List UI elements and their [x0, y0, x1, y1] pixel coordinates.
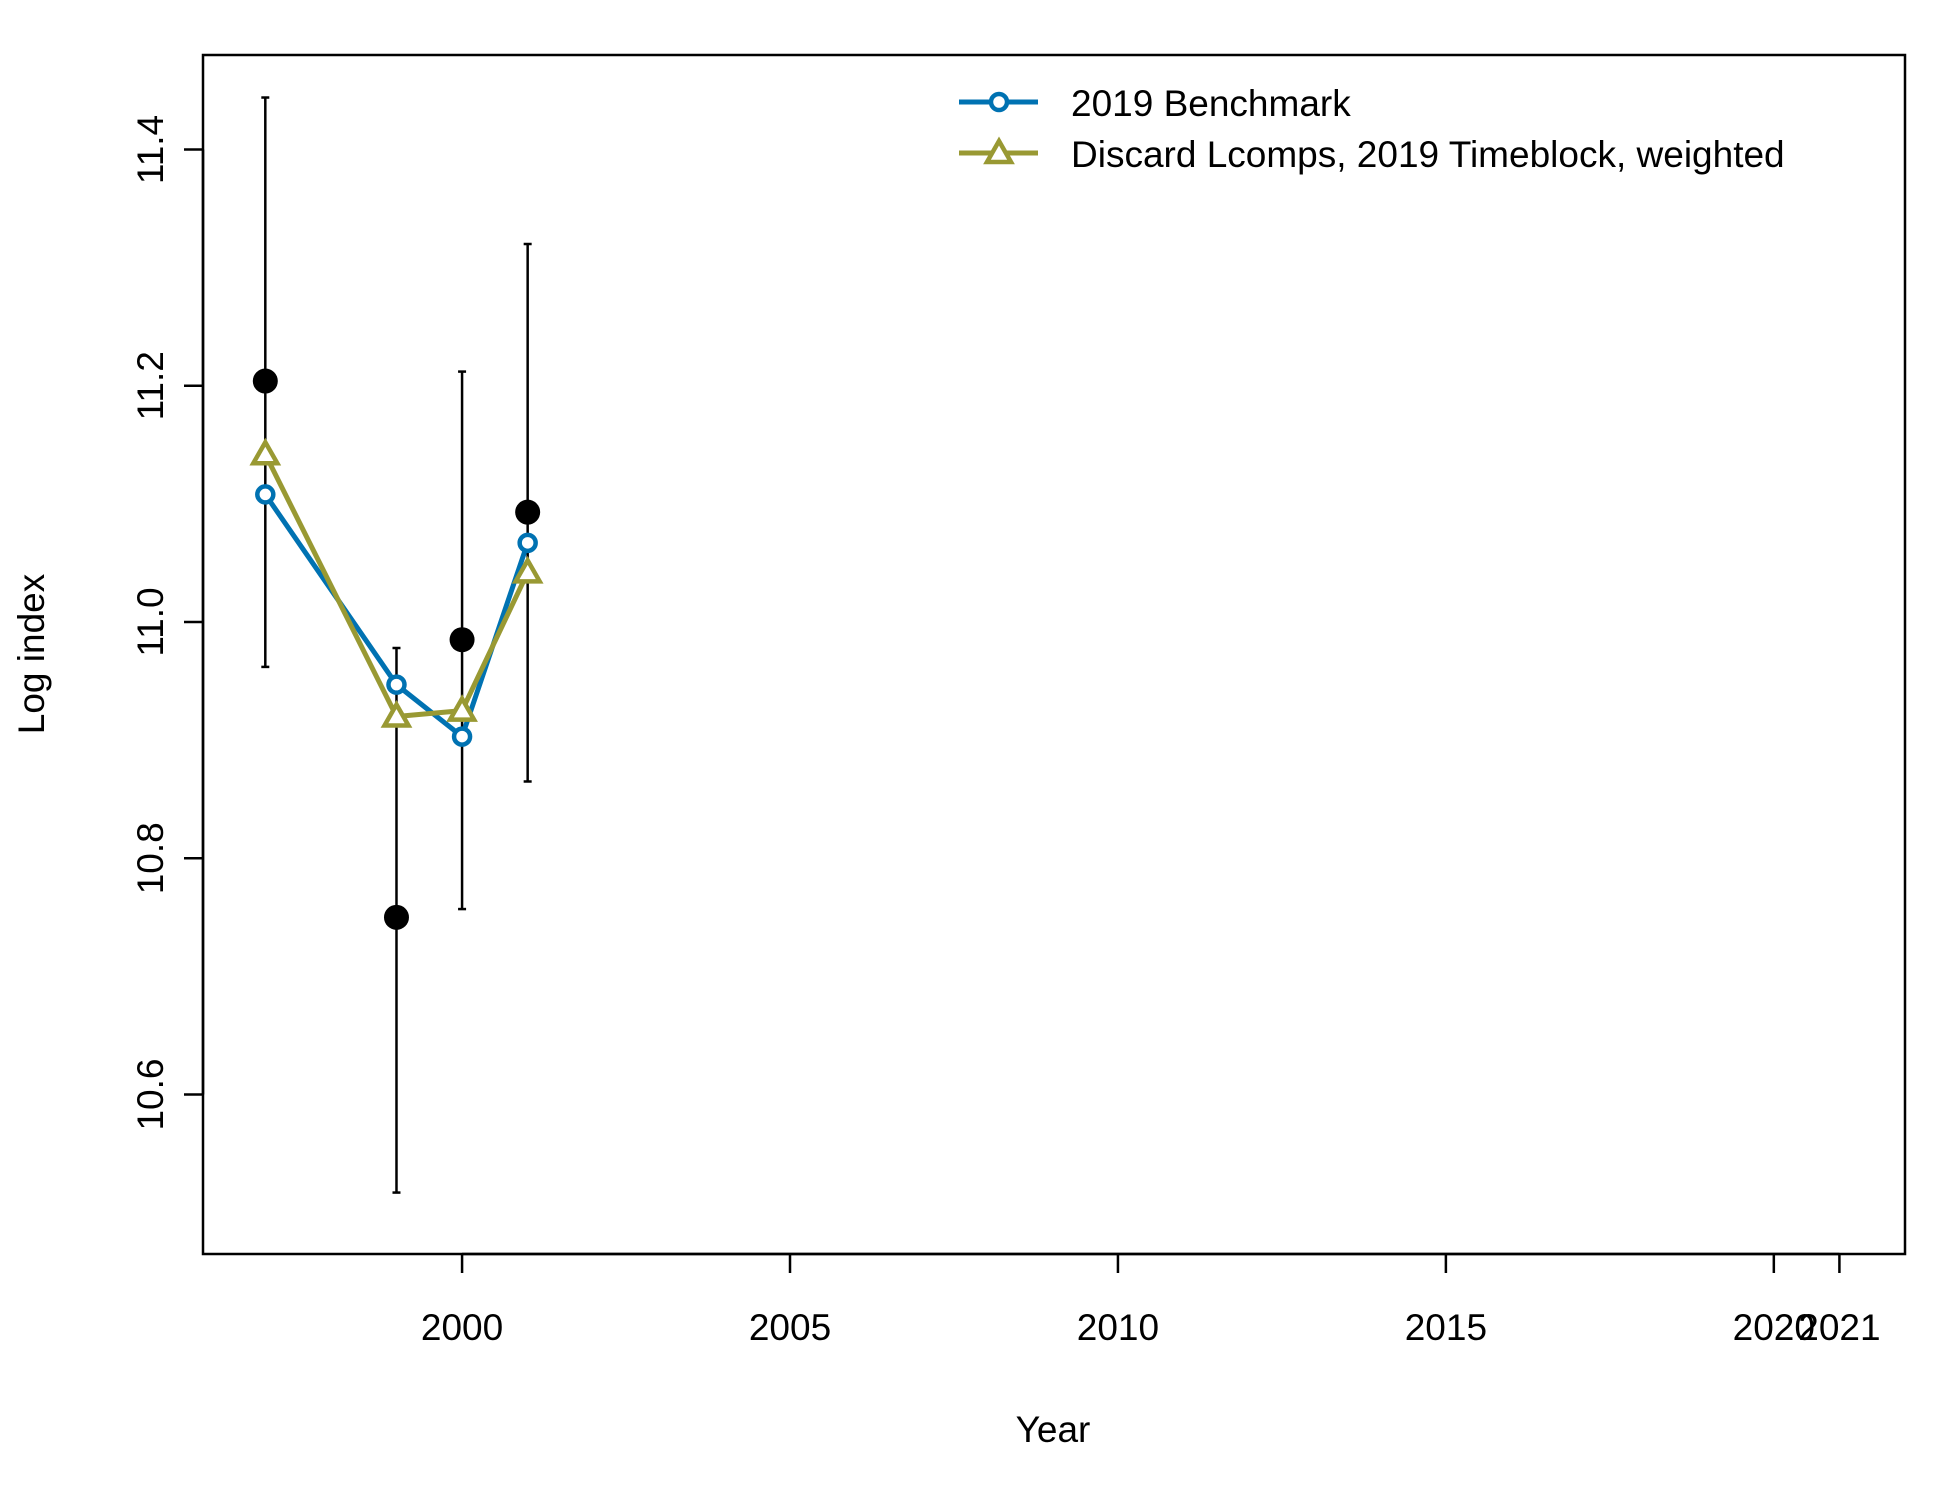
y-tick-label: 11.2: [130, 351, 171, 420]
legend: 2019 Benchmark Discard Lcomps, 2019 Time…: [959, 83, 1785, 175]
series-point: [255, 484, 276, 505]
x-tick-label: 2021: [1798, 1307, 1880, 1348]
y-tick-label: 11.4: [130, 115, 171, 184]
x-tick-label: 2000: [421, 1307, 503, 1348]
x-tick-label: 2020: [1733, 1307, 1815, 1348]
y-tick-label: 11.0: [130, 587, 171, 656]
series-discard-lcomps: [249, 437, 544, 728]
series-line: [263, 453, 530, 720]
x-tick-label: 2010: [1077, 1307, 1159, 1348]
legend-swatch-marker-discard-lcomps: [983, 136, 1015, 165]
observed-point: [449, 627, 475, 653]
y-tick-label: 10.6: [130, 1059, 171, 1131]
plot-frame: [201, 53, 1907, 1256]
x-tick-label: 2005: [749, 1307, 831, 1348]
series-point: [511, 555, 544, 584]
y-tick-label: 10.8: [130, 822, 171, 894]
x-tick-label: 2015: [1405, 1307, 1487, 1348]
series-point: [249, 437, 282, 466]
observed-point: [515, 499, 541, 525]
x-axis-title: Year: [1016, 1409, 1091, 1450]
y-axis-title: Log index: [11, 573, 52, 734]
legend-label-benchmark: 2019 Benchmark: [1071, 83, 1351, 124]
legend-entry-benchmark: 2019 Benchmark: [959, 83, 1351, 124]
observed-point: [383, 904, 409, 930]
legend-swatch-marker-benchmark: [988, 91, 1010, 113]
y-axis: 10.6 10.8 11.0 11.2 11.4: [130, 115, 205, 1131]
series-layer: [249, 437, 544, 747]
legend-entry-discard-lcomps: Discard Lcomps, 2019 Timeblock, weighted: [959, 134, 1785, 175]
series-point: [386, 674, 407, 695]
series-point: [446, 694, 478, 722]
observed-points: [252, 368, 541, 930]
series-point: [451, 726, 473, 747]
series-point: [517, 532, 538, 554]
legend-label-discard-lcomps: Discard Lcomps, 2019 Timeblock, weighted: [1071, 134, 1785, 175]
observed-point: [252, 368, 278, 394]
series-point: [380, 699, 413, 728]
